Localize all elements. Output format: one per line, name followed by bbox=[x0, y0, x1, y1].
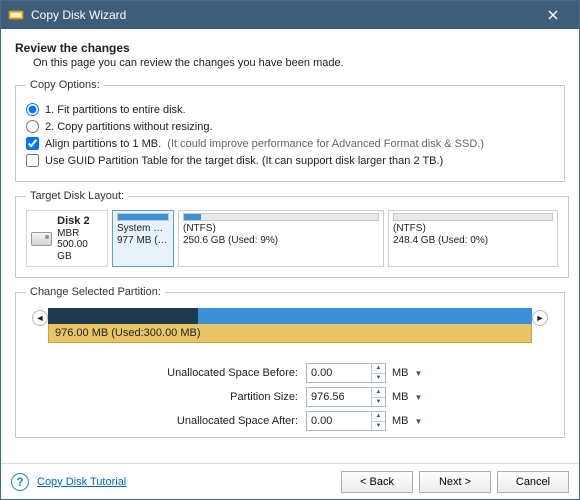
footer: ? Copy Disk Tutorial < Back Next > Cance… bbox=[1, 463, 579, 499]
wizard-window: Copy Disk Wizard Review the changes On t… bbox=[0, 0, 580, 500]
change-partition-group: Change Selected Partition: ◄ ► 976.00 MB… bbox=[15, 286, 565, 438]
spin-down-icon[interactable]: ▼ bbox=[372, 422, 385, 431]
target-layout-group: Target Disk Layout: Disk 2 MBR 500.00 GB… bbox=[15, 190, 569, 278]
window-title: Copy Disk Wizard bbox=[31, 8, 533, 22]
partition-block[interactable]: (NTFS)248.4 GB (Used: 0%) bbox=[388, 210, 558, 267]
partition-bar-label: 976.00 MB (Used:300.00 MB) bbox=[48, 324, 532, 343]
noresize-radio[interactable] bbox=[26, 120, 39, 133]
unit-label: MB bbox=[392, 367, 409, 379]
back-button[interactable]: < Back bbox=[341, 471, 413, 493]
copy-options-group: Copy Options: 1. Fit partitions to entir… bbox=[15, 79, 565, 182]
guid-checkbox[interactable] bbox=[26, 154, 39, 167]
disk-type: MBR bbox=[57, 228, 79, 239]
unit-label: MB bbox=[392, 415, 409, 427]
partition-size-label: Partition Size: bbox=[26, 391, 306, 403]
align-checkbox[interactable] bbox=[26, 137, 39, 150]
space-before-label: Unallocated Space Before: bbox=[26, 367, 306, 379]
spin-up-icon[interactable]: ▲ bbox=[372, 412, 385, 422]
disk-name: Disk 2 bbox=[57, 215, 89, 227]
spin-up-icon[interactable]: ▲ bbox=[372, 364, 385, 374]
partition-block[interactable]: System Reser977 MB (Used: bbox=[112, 210, 174, 267]
disk-meta: Disk 2 MBR 500.00 GB bbox=[57, 215, 103, 262]
align-option[interactable]: Align partitions to 1 MB. (It could impr… bbox=[26, 137, 554, 150]
space-after-input[interactable]: 0.00 ▲▼ bbox=[306, 411, 386, 431]
titlebar: Copy Disk Wizard bbox=[1, 1, 579, 29]
fit-label: 1. Fit partitions to entire disk. bbox=[45, 104, 186, 116]
disk-size: 500.00 GB bbox=[57, 239, 88, 262]
partition-prev-button[interactable]: ◄ bbox=[32, 310, 48, 326]
help-icon[interactable]: ? bbox=[11, 473, 29, 491]
page-subheading: On this page you can review the changes … bbox=[33, 57, 565, 69]
content-area: Review the changes On this page you can … bbox=[1, 29, 579, 463]
cancel-button[interactable]: Cancel bbox=[497, 471, 569, 493]
align-hint: (It could improve performance for Advanc… bbox=[167, 138, 484, 150]
fit-radio[interactable] bbox=[26, 103, 39, 116]
space-before-input[interactable]: 0.00 ▲▼ bbox=[306, 363, 386, 383]
tutorial-link[interactable]: Copy Disk Tutorial bbox=[37, 476, 126, 488]
noresize-label: 2. Copy partitions without resizing. bbox=[45, 121, 213, 133]
change-partition-legend: Change Selected Partition: bbox=[26, 286, 165, 298]
unit-label: MB bbox=[392, 391, 409, 403]
partition-bar[interactable]: 976.00 MB (Used:300.00 MB) bbox=[48, 308, 532, 343]
space-after-label: Unallocated Space After: bbox=[26, 415, 306, 427]
unit-dropdown[interactable]: ▼ bbox=[413, 367, 425, 380]
partition-form: Unallocated Space Before: 0.00 ▲▼ MB ▼ P… bbox=[26, 363, 554, 431]
guid-option[interactable]: Use GUID Partition Table for the target … bbox=[26, 154, 554, 167]
partition-size-input[interactable]: 976.56 ▲▼ bbox=[306, 387, 386, 407]
guid-label: Use GUID Partition Table for the target … bbox=[45, 155, 443, 167]
disk-row: Disk 2 MBR 500.00 GB System Reser977 MB … bbox=[26, 210, 558, 267]
spin-down-icon[interactable]: ▼ bbox=[372, 374, 385, 383]
next-button[interactable]: Next > bbox=[419, 471, 491, 493]
align-label: Align partitions to 1 MB. bbox=[45, 138, 161, 150]
spin-up-icon[interactable]: ▲ bbox=[372, 388, 385, 398]
unit-dropdown[interactable]: ▼ bbox=[413, 415, 425, 428]
unit-dropdown[interactable]: ▼ bbox=[413, 391, 425, 404]
close-button[interactable] bbox=[533, 1, 573, 29]
noresize-option[interactable]: 2. Copy partitions without resizing. bbox=[26, 120, 554, 133]
disk-icon bbox=[31, 232, 52, 246]
disk-info: Disk 2 MBR 500.00 GB bbox=[26, 210, 108, 267]
spin-down-icon[interactable]: ▼ bbox=[372, 398, 385, 407]
page-heading: Review the changes bbox=[15, 41, 565, 55]
partition-block[interactable]: (NTFS)250.6 GB (Used: 9%) bbox=[178, 210, 384, 267]
copy-options-legend: Copy Options: bbox=[26, 79, 104, 91]
fit-option[interactable]: 1. Fit partitions to entire disk. bbox=[26, 103, 554, 116]
partition-next-button[interactable]: ► bbox=[532, 310, 548, 326]
target-layout-legend: Target Disk Layout: bbox=[26, 190, 128, 202]
app-icon bbox=[7, 6, 25, 24]
